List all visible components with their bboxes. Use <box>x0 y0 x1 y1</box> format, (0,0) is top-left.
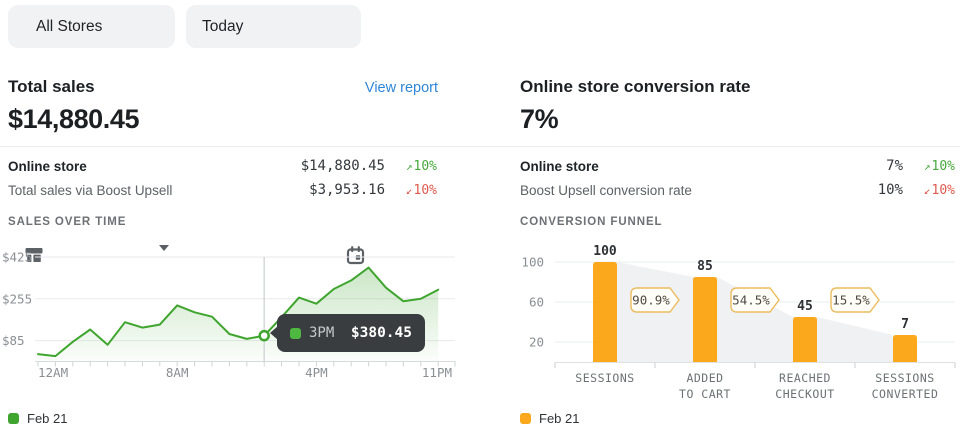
trend-value: 10% <box>931 182 955 198</box>
total-sales-title: Total sales <box>8 77 95 96</box>
trend-value: 10% <box>413 182 437 198</box>
svg-text:11PM: 11PM <box>422 365 452 380</box>
trend-value: 10% <box>413 158 437 174</box>
sales-tooltip: 3PM $380.45 <box>270 314 425 352</box>
trend-badge: ↗ 10% <box>903 159 955 174</box>
svg-text:54.5%: 54.5% <box>732 293 770 308</box>
svg-text:60: 60 <box>529 295 544 310</box>
trend-up-arrow-icon: ↗ <box>405 159 413 173</box>
trend-value: 10% <box>931 158 955 174</box>
svg-text:45: 45 <box>797 299 813 314</box>
tooltip-label: 3PM <box>309 325 335 341</box>
svg-text:100: 100 <box>593 244 617 259</box>
metric-row-boost-upsell-sales: Total sales via Boost Upsell $3,953.16 ↙… <box>8 178 437 202</box>
sales-legend: Feb 21 <box>8 411 67 426</box>
svg-text:$255: $255 <box>2 291 32 306</box>
funnel-legend: Feb 21 <box>520 411 579 426</box>
conversion-funnel-title: CONVERSION FUNNEL <box>520 216 663 228</box>
conversion-funnel-chart[interactable]: 20 60 100 100 85 45 7 90.9% 54.5% 15.5% SESSIONS AD… <box>520 240 960 412</box>
metric-row-online-store-rate: Online store 7% ↗ 10% <box>520 154 955 178</box>
trend-badge: ↙ 10% <box>903 183 955 198</box>
trend-down-arrow-icon: ↙ <box>405 183 413 197</box>
row-label: Total sales via Boost Upsell <box>8 182 173 198</box>
svg-text:SESSIONS: SESSIONS <box>575 371 634 385</box>
date-filter-button[interactable]: Today <box>186 5 365 265</box>
svg-text:100: 100 <box>521 255 544 270</box>
svg-text:TO CART: TO CART <box>679 387 731 401</box>
row-value: $14,880.45 <box>300 158 385 174</box>
trend-up-arrow-icon: ↗ <box>923 159 931 173</box>
svg-text:20: 20 <box>529 335 544 350</box>
tooltip-value: $380.45 <box>350 325 412 341</box>
svg-text:$425: $425 <box>2 250 32 265</box>
svg-text:85: 85 <box>697 259 713 274</box>
svg-text:ADDED: ADDED <box>686 371 723 385</box>
svg-text:12AM: 12AM <box>38 365 68 380</box>
top-bar: All Stores Today <box>0 0 960 265</box>
store-filter-button[interactable]: All Stores <box>8 5 175 262</box>
trend-badge: ↗ 10% <box>385 159 437 174</box>
store-filter-label: All Stores <box>36 17 103 35</box>
svg-text:8AM: 8AM <box>166 365 189 380</box>
svg-text:CHECKOUT: CHECKOUT <box>775 387 834 401</box>
date-filter-label: Today <box>202 17 244 35</box>
trend-badge: ↙ 10% <box>385 183 437 198</box>
svg-text:REACHED: REACHED <box>779 371 831 385</box>
svg-text:90.9%: 90.9% <box>632 293 670 308</box>
row-value: 7% <box>886 158 903 174</box>
conversion-rate-value: 7% <box>520 104 559 134</box>
row-label: Boost Upsell conversion rate <box>520 182 692 198</box>
svg-text:4PM: 4PM <box>305 365 328 380</box>
svg-text:15.5%: 15.5% <box>832 293 870 308</box>
metric-row-boost-upsell-rate: Boost Upsell conversion rate 10% ↙ 10% <box>520 178 955 202</box>
legend-swatch-orange <box>520 413 531 424</box>
view-report-link[interactable]: View report <box>364 80 438 96</box>
legend-swatch-green <box>8 413 19 424</box>
row-value: 10% <box>877 182 903 198</box>
svg-text:SESSIONS: SESSIONS <box>875 371 934 385</box>
metric-row-online-store-sales: Online store $14,880.45 ↗ 10% <box>8 154 437 178</box>
row-label: Online store <box>520 158 599 174</box>
row-label: Online store <box>8 158 87 174</box>
tooltip-series-swatch <box>290 327 301 339</box>
total-sales-value: $14,880.45 <box>8 104 140 134</box>
conversion-rate-title: Online store conversion rate <box>520 77 751 96</box>
legend-label: Feb 21 <box>27 411 68 426</box>
svg-text:CONVERTED: CONVERTED <box>872 387 939 401</box>
svg-text:7: 7 <box>901 317 909 332</box>
row-value: $3,953.16 <box>309 182 385 198</box>
svg-text:$85: $85 <box>2 333 25 348</box>
legend-label: Feb 21 <box>539 411 580 426</box>
trend-down-arrow-icon: ↙ <box>923 183 931 197</box>
divider <box>0 146 960 147</box>
sales-over-time-title: SALES OVER TIME <box>8 216 127 228</box>
